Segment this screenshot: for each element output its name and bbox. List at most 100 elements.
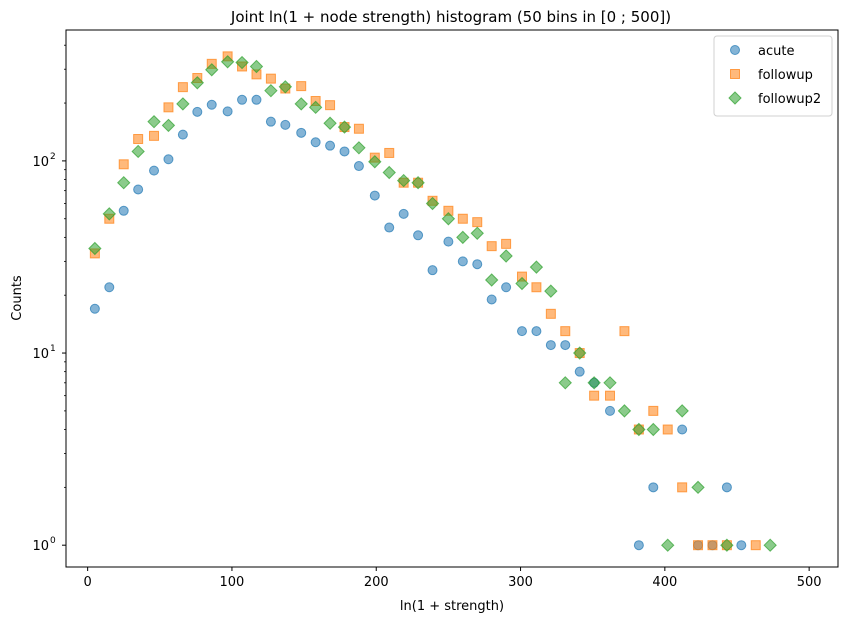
followup-point	[133, 134, 144, 145]
followup2-point	[352, 141, 366, 155]
legend-label-acute: acute	[758, 44, 794, 59]
acute-point	[353, 161, 364, 172]
series-followup2	[88, 55, 777, 552]
acute-point	[605, 405, 616, 416]
followup2-point	[382, 165, 396, 180]
acute-point	[104, 282, 115, 293]
acute-point	[296, 127, 307, 138]
followup-point	[589, 390, 600, 401]
followup2-point	[691, 480, 705, 495]
x-tick-label: 0	[84, 575, 92, 590]
acute-point	[237, 94, 248, 105]
followup2-point	[661, 538, 675, 552]
followup2-point	[411, 176, 425, 190]
legend: acute followup followup2	[713, 35, 833, 117]
followup2-point	[675, 404, 689, 418]
followup2-point	[515, 276, 529, 291]
acute-point	[472, 259, 483, 270]
followup2-point	[264, 83, 278, 98]
acute-point	[222, 106, 233, 117]
followup2-point	[441, 212, 456, 226]
followup-point	[693, 540, 704, 551]
x-tick-label: 200	[364, 575, 389, 590]
acute-point	[325, 140, 336, 151]
acute-point	[89, 303, 100, 314]
x-tick-label: 500	[797, 575, 822, 590]
followup-point	[605, 390, 616, 401]
followup2-point	[147, 114, 161, 129]
followup2-point	[720, 538, 734, 552]
acute-point	[310, 137, 321, 148]
followup2-point	[572, 346, 587, 360]
followup-point	[531, 282, 542, 293]
followup-point	[457, 213, 468, 224]
acute-point	[149, 165, 160, 176]
acute-point	[339, 146, 350, 157]
legend-marker-followup	[730, 69, 740, 79]
followup-point	[648, 405, 659, 416]
legend-label-followup: followup	[758, 68, 813, 83]
acute-point	[560, 340, 571, 351]
followup2-point	[88, 241, 102, 256]
followup-point	[677, 482, 688, 493]
followup2-point	[603, 376, 617, 390]
series-layer	[88, 51, 777, 552]
series-acute	[89, 94, 747, 551]
acute-point	[251, 94, 262, 105]
acute-point	[633, 540, 644, 551]
acute-point	[413, 230, 424, 241]
acute-point	[457, 256, 468, 267]
acute-point	[574, 366, 585, 377]
followup2-point	[205, 63, 219, 77]
chart-title: Joint ln(1 + node strength) histogram (5…	[230, 8, 671, 26]
followup2-point	[190, 76, 205, 90]
legend-box	[713, 35, 833, 117]
acute-point	[648, 482, 659, 493]
followup-point	[384, 147, 395, 158]
series-followup	[89, 51, 761, 551]
acute-point	[545, 340, 556, 351]
acute-point	[501, 282, 512, 293]
acute-point	[133, 184, 144, 195]
acute-point	[369, 190, 380, 201]
followup2-point	[425, 196, 440, 211]
y-axis-title: Counts	[10, 275, 25, 321]
y-tick-exponent: 2	[50, 152, 56, 162]
followup-point	[472, 217, 483, 228]
acute-point	[177, 129, 188, 140]
followup-point	[486, 241, 497, 252]
y-tick-label: 10	[32, 539, 49, 554]
followup2-point	[368, 155, 382, 169]
followup2-point	[396, 173, 411, 188]
followup2-point	[529, 260, 544, 274]
followup2-point	[278, 80, 293, 94]
y-tick-label: 10	[32, 155, 49, 170]
acute-point	[192, 106, 203, 117]
followup-point	[619, 326, 630, 337]
x-axis-title: ln(1 + strength)	[400, 599, 504, 614]
x-tick-label: 100	[220, 575, 245, 590]
followup2-point	[558, 376, 572, 390]
acute-point	[118, 205, 129, 216]
acute-point	[486, 294, 497, 305]
followup-point	[501, 238, 512, 249]
followup2-point	[294, 97, 308, 111]
acute-point	[163, 154, 174, 165]
followup2-point	[499, 249, 513, 263]
followup-point	[265, 73, 276, 84]
followup-point	[707, 540, 718, 551]
followup2-point	[587, 376, 601, 390]
followup2-point	[249, 59, 264, 74]
followup-point	[325, 100, 336, 111]
followup2-point	[102, 207, 116, 221]
followup2-point	[323, 116, 337, 130]
followup2-point	[617, 404, 632, 418]
acute-point	[721, 482, 732, 493]
followup2-point	[470, 226, 484, 240]
followup2-point	[456, 230, 470, 245]
y-tick-exponent: 1	[50, 344, 56, 354]
acute-point	[443, 236, 454, 247]
followup2-point	[308, 100, 323, 115]
followup2-point	[632, 422, 646, 437]
